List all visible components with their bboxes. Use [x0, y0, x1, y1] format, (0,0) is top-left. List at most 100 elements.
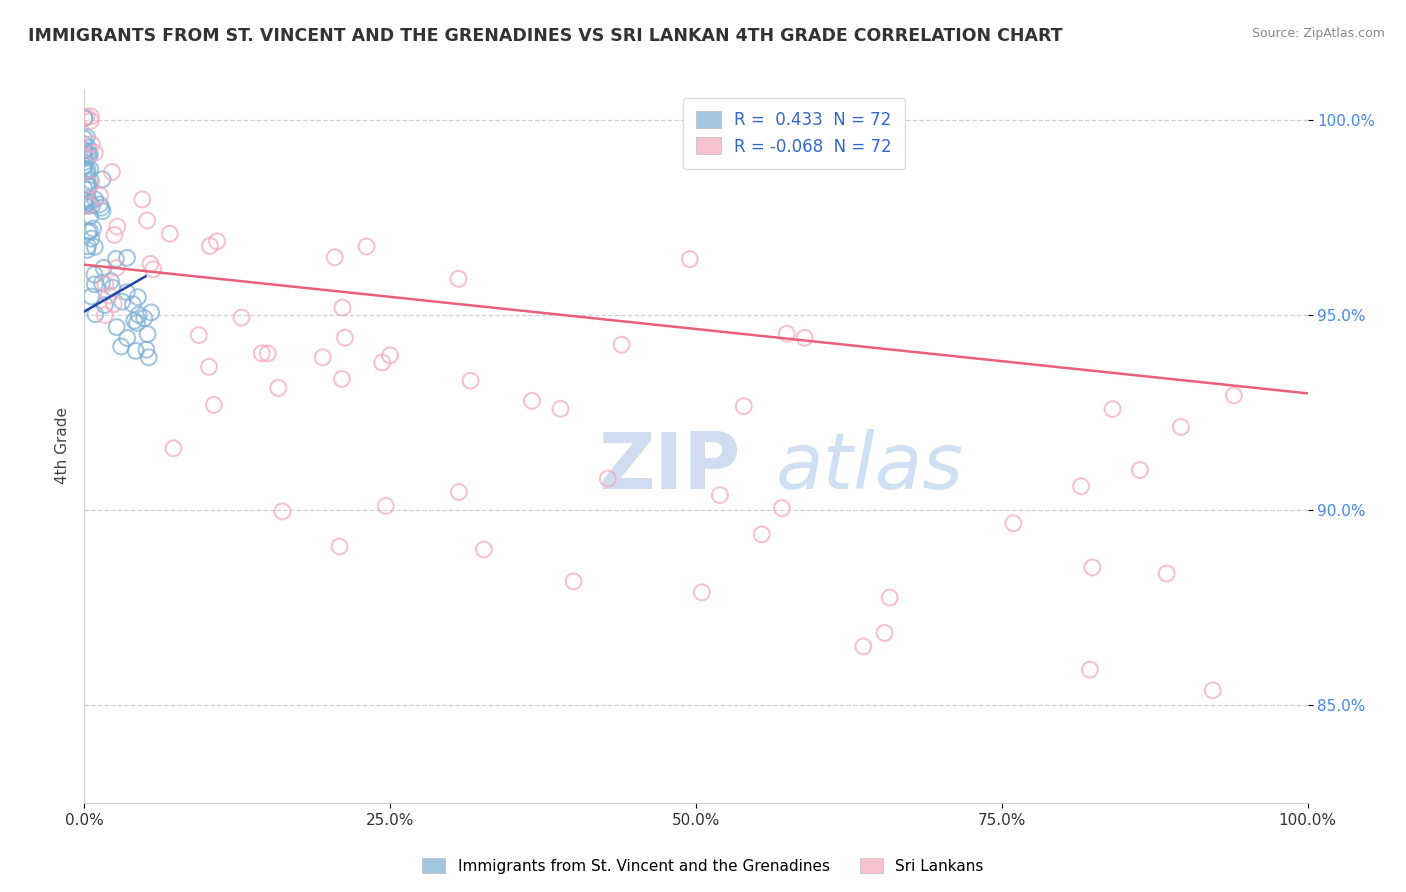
Point	[1101, 402, 1123, 417]
Point	[73, 150, 96, 164]
Point	[776, 326, 799, 341]
Point	[83, 145, 105, 160]
Point	[73, 198, 96, 212]
Point	[83, 277, 105, 292]
Point	[77, 182, 100, 196]
Point	[371, 355, 394, 369]
Legend: Immigrants from St. Vincent and the Grenadines, Sri Lankans: Immigrants from St. Vincent and the Gren…	[416, 852, 990, 880]
Point	[103, 227, 125, 242]
Point	[690, 585, 713, 599]
Point	[1078, 663, 1101, 677]
Point	[77, 239, 100, 253]
Point	[77, 198, 100, 212]
Point	[73, 112, 96, 126]
Point	[79, 178, 101, 192]
Point	[134, 311, 156, 326]
Point	[76, 191, 98, 205]
Point	[80, 289, 103, 303]
Point	[80, 232, 103, 246]
Point	[520, 393, 543, 408]
Y-axis label: 4th Grade: 4th Grade	[55, 408, 70, 484]
Point	[460, 374, 482, 388]
Point	[793, 331, 815, 345]
Point	[76, 130, 98, 145]
Point	[550, 401, 572, 416]
Point	[128, 308, 150, 322]
Point	[122, 297, 145, 311]
Point	[82, 221, 104, 235]
Point	[76, 110, 98, 124]
Point	[83, 240, 105, 254]
Point	[73, 155, 96, 169]
Point	[709, 488, 731, 502]
Point	[77, 225, 100, 239]
Point	[125, 316, 148, 330]
Point	[103, 297, 125, 311]
Point	[1070, 479, 1092, 493]
Point	[852, 640, 875, 654]
Point	[73, 193, 96, 207]
Point	[89, 197, 111, 211]
Point	[562, 574, 585, 589]
Point	[374, 499, 396, 513]
Point	[79, 147, 101, 161]
Point	[94, 308, 117, 322]
Point	[142, 262, 165, 277]
Point	[79, 210, 101, 224]
Point	[89, 188, 111, 202]
Point	[105, 260, 128, 275]
Point	[84, 193, 107, 207]
Point	[328, 540, 350, 554]
Point	[73, 144, 96, 158]
Point	[77, 199, 100, 213]
Point	[1129, 463, 1152, 477]
Point	[80, 198, 103, 212]
Point	[73, 143, 96, 157]
Point	[472, 542, 495, 557]
Point	[76, 178, 98, 192]
Point	[77, 179, 100, 194]
Point	[77, 148, 100, 162]
Text: Source: ZipAtlas.com: Source: ZipAtlas.com	[1251, 27, 1385, 40]
Point	[73, 182, 96, 196]
Point	[256, 346, 278, 360]
Point	[90, 201, 112, 215]
Point	[105, 320, 128, 334]
Point	[138, 351, 160, 365]
Point	[83, 268, 105, 282]
Point	[73, 137, 96, 152]
Point	[733, 399, 755, 413]
Point	[100, 274, 122, 288]
Point	[73, 111, 96, 125]
Text: atlas: atlas	[776, 429, 963, 506]
Point	[312, 351, 335, 365]
Point	[91, 276, 114, 290]
Point	[136, 213, 159, 227]
Point	[139, 257, 162, 271]
Point	[267, 381, 290, 395]
Point	[77, 141, 100, 155]
Point	[75, 194, 97, 208]
Point	[79, 196, 101, 211]
Point	[73, 164, 96, 178]
Point	[105, 219, 128, 234]
Point	[198, 239, 221, 253]
Point	[110, 339, 132, 353]
Point	[94, 277, 117, 291]
Point	[231, 310, 253, 325]
Point	[751, 527, 773, 541]
Text: ZIP: ZIP	[598, 429, 741, 506]
Point	[93, 260, 115, 275]
Point	[356, 239, 378, 253]
Point	[205, 235, 228, 249]
Point	[1170, 420, 1192, 434]
Point	[330, 372, 353, 386]
Point	[333, 331, 356, 345]
Point	[76, 164, 98, 178]
Point	[127, 290, 149, 304]
Point	[115, 285, 138, 300]
Point	[84, 307, 107, 321]
Point	[79, 224, 101, 238]
Point	[101, 165, 124, 179]
Point	[1223, 388, 1246, 402]
